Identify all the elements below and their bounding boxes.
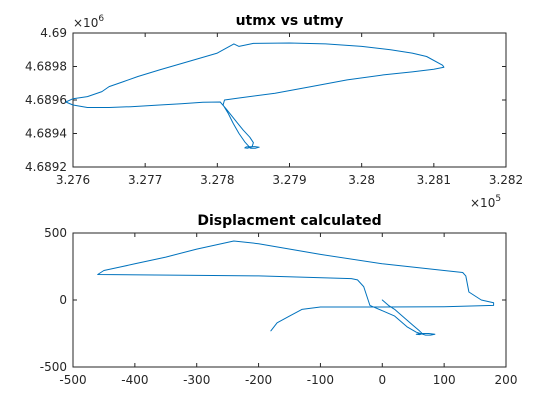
subplot-1-x-exponent: ×105 [470, 194, 501, 210]
subplot-1-y-exponent-base: ×10 [73, 16, 98, 30]
y-tick-label: 4.6894 [25, 127, 67, 141]
x-tick-label: 3.276 [56, 173, 90, 187]
x-tick-label: -200 [245, 373, 272, 387]
x-tick-label: -300 [183, 373, 210, 387]
subplot-1-y-exponent: ×106 [73, 14, 104, 30]
y-tick-label: 4.6892 [25, 160, 67, 174]
y-tick-label: 500 [44, 226, 67, 240]
y-tick-label: 4.69 [40, 26, 67, 40]
y-tick-label: -500 [40, 360, 67, 374]
subplot-1-x-exponent-power: 5 [495, 194, 501, 204]
subplot-utm-track: 3.276 3.277 3.278 3.279 3.28 3.281 3.282 4.689… [25, 13, 523, 210]
x-tick-label: 0 [378, 373, 386, 387]
y-tick-label: 4.6898 [25, 60, 67, 74]
x-tick-label: 3.281 [417, 173, 451, 187]
y-tick-label: 0 [59, 293, 67, 307]
subplot-2-x-ticks: -500 -400 -300 -200 -100 0 100 200 [59, 233, 517, 387]
x-tick-label: 3.282 [489, 173, 523, 187]
x-tick-label: -100 [307, 373, 334, 387]
x-tick-label: 3.277 [128, 173, 162, 187]
x-tick-label: 3.278 [200, 173, 234, 187]
subplot-1-title: utmx vs utmy [236, 13, 344, 29]
x-tick-label: 3.28 [348, 173, 375, 187]
subplot-1-x-ticks: 3.276 3.277 3.278 3.279 3.28 3.281 3.282 [56, 33, 523, 187]
subplot-1-series-line [65, 42, 445, 149]
subplot-2-axes-box [72, 232, 507, 368]
x-tick-label: -400 [121, 373, 148, 387]
subplot-2-y-ticks: -500 0 500 [40, 226, 506, 374]
x-tick-label: -500 [59, 373, 86, 387]
subplot-2-series-line [97, 240, 495, 336]
y-tick-label: 4.6896 [25, 93, 67, 107]
x-tick-label: 3.279 [272, 173, 306, 187]
subplot-displacement: -500 -400 -300 -200 -100 0 100 200 -500 0 500 Dis… [40, 213, 518, 387]
x-tick-label: 100 [433, 373, 456, 387]
subplot-2-title: Displacment calculated [197, 213, 381, 229]
subplot-1-axes-box [72, 32, 507, 168]
x-tick-label: 200 [495, 373, 518, 387]
subplot-1-x-exponent-base: ×10 [470, 196, 495, 210]
subplot-1-y-ticks: 4.6892 4.6894 4.6896 4.6898 4.69 [25, 26, 506, 174]
subplot-1-y-exponent-power: 6 [98, 14, 104, 24]
